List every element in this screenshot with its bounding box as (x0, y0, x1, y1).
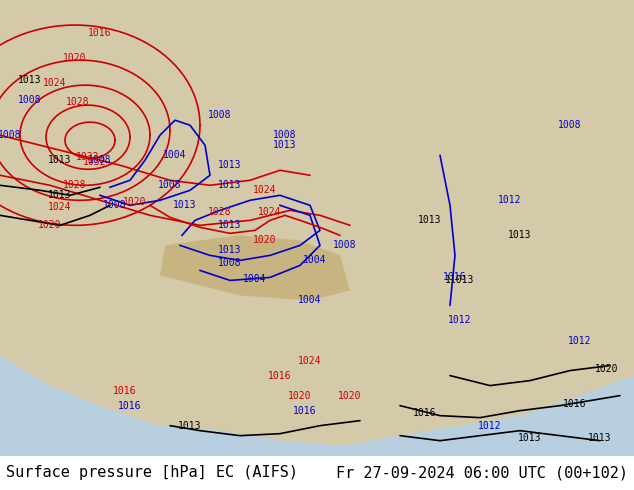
Text: 1012: 1012 (498, 196, 522, 205)
Text: 1020: 1020 (288, 391, 312, 401)
Text: 1008: 1008 (218, 258, 242, 269)
Text: 1016: 1016 (294, 406, 317, 416)
Text: 1016: 1016 (413, 408, 437, 417)
Text: 1024: 1024 (298, 356, 321, 366)
Text: 1013: 1013 (18, 75, 42, 85)
Text: 1013: 1013 (418, 215, 442, 225)
Text: 1004: 1004 (303, 255, 327, 266)
Text: 1013: 1013 (218, 180, 242, 190)
Text: 1013: 1013 (273, 140, 297, 150)
Text: 1008: 1008 (103, 200, 127, 210)
Text: 1016: 1016 (268, 370, 292, 381)
Text: 1008: 1008 (158, 180, 182, 190)
Polygon shape (160, 235, 350, 300)
Text: 1020: 1020 (339, 391, 362, 401)
Text: 1013: 1013 (218, 245, 242, 255)
Text: 1013: 1013 (48, 155, 72, 165)
Text: 1008: 1008 (208, 110, 232, 120)
Text: 1008: 1008 (273, 130, 297, 140)
Text: 1008: 1008 (559, 120, 582, 130)
Text: 1012: 1012 (478, 420, 501, 431)
Text: Surface pressure [hPa] EC (AIFS): Surface pressure [hPa] EC (AIFS) (6, 466, 299, 480)
Text: 1013: 1013 (518, 433, 541, 442)
Text: 1024: 1024 (48, 202, 72, 212)
Text: 1013: 1013 (218, 160, 242, 170)
Text: 1013: 1013 (48, 190, 72, 200)
Text: 1032: 1032 (83, 157, 107, 167)
Text: 1020: 1020 (123, 197, 146, 207)
Text: 1008: 1008 (18, 95, 42, 105)
Text: 1013: 1013 (588, 433, 612, 442)
Text: 1028: 1028 (66, 97, 90, 107)
Text: 1016: 1016 (443, 272, 467, 282)
Text: 1032: 1032 (76, 152, 100, 162)
Text: 1013: 1013 (508, 230, 532, 241)
Text: 1020: 1020 (595, 364, 619, 373)
Polygon shape (525, 311, 555, 366)
Text: 1012: 1012 (448, 316, 472, 325)
Text: 1013: 1013 (218, 220, 242, 230)
Text: 1016: 1016 (563, 399, 586, 409)
Text: 1020: 1020 (63, 53, 87, 63)
Text: 1013: 1013 (178, 420, 202, 431)
Text: 1016: 1016 (113, 386, 137, 395)
Polygon shape (325, 65, 410, 215)
Text: 1020: 1020 (38, 220, 61, 230)
Text: 1016: 1016 (88, 28, 112, 38)
Text: 1028: 1028 (63, 180, 87, 190)
Text: 1024: 1024 (253, 185, 277, 196)
Text: 1008: 1008 (88, 155, 112, 165)
Polygon shape (150, 95, 250, 275)
Text: 1012: 1012 (568, 336, 592, 345)
Text: 11013: 11013 (445, 275, 475, 286)
Text: 1024: 1024 (43, 78, 67, 88)
Text: 1016: 1016 (119, 401, 142, 411)
Text: 1004: 1004 (163, 150, 187, 160)
Text: 1013: 1013 (173, 200, 197, 210)
Text: 1004: 1004 (243, 274, 267, 284)
Text: 1028: 1028 (208, 207, 232, 218)
Text: 1004: 1004 (298, 295, 321, 305)
Text: 1008: 1008 (0, 130, 22, 140)
Text: Fr 27-09-2024 06:00 UTC (00+102): Fr 27-09-2024 06:00 UTC (00+102) (335, 466, 628, 480)
Text: 1008: 1008 (333, 241, 357, 250)
Text: 1024: 1024 (258, 207, 281, 218)
Polygon shape (0, 0, 634, 446)
Polygon shape (490, 295, 520, 345)
Text: 1020: 1020 (253, 235, 277, 245)
